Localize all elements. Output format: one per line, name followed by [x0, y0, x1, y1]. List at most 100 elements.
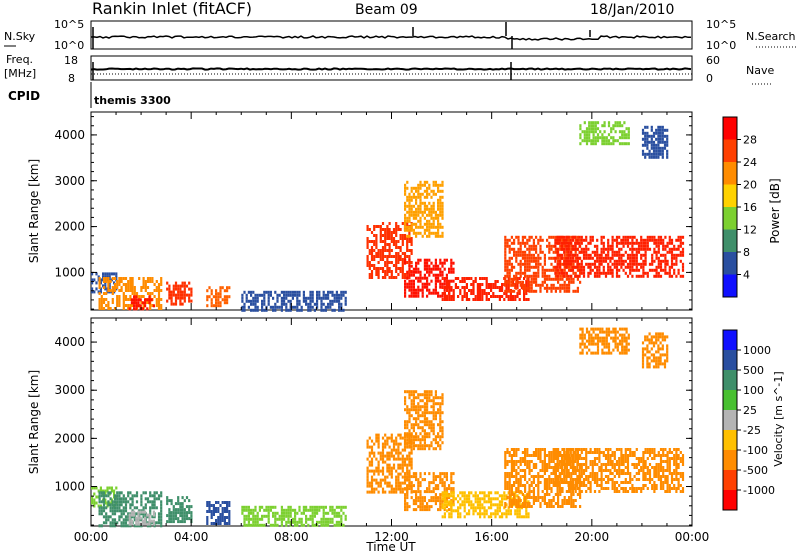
time-axis: Time UT 00:00 04:00 08:00 12:00 16:00 20:00 00… — [74, 112, 710, 554]
nave-label: Nave — [746, 64, 774, 77]
xtick-label: 12:00 — [374, 530, 409, 544]
colorbar-tick-label: -25 — [743, 424, 761, 437]
power-panel-echo-region — [166, 281, 193, 306]
freq-trace — [90, 67, 692, 71]
beam-label: Beam 09 — [355, 2, 418, 18]
power-panel-echo-region — [366, 222, 413, 279]
velocity-panel-echo-region — [128, 510, 155, 526]
power-panel-echo-region — [404, 180, 444, 238]
power-panel-echo-region — [128, 295, 155, 311]
velocity-panel-echo-region — [241, 505, 347, 527]
colorbar-tick-label: 12 — [743, 224, 757, 237]
ytick-label: 3000 — [54, 383, 85, 397]
velocity-panel-echo-region — [366, 433, 413, 494]
station-title: Rankin Inlet (fitACF) — [92, 0, 252, 18]
velocity-echoes — [91, 327, 685, 528]
colorbar-swatch — [723, 370, 737, 390]
colorbar-tick-label: 1000 — [743, 344, 771, 357]
colorbar-swatch — [723, 390, 737, 410]
xtick-label: 00:00 — [675, 530, 710, 544]
freq-unit: [MHz] — [4, 67, 36, 80]
power-colorbar-label: Power [dB] — [768, 178, 782, 243]
velocity-yticks: 1000 2000 3000 4000 — [54, 322, 692, 526]
velocity-panel-echo-region — [641, 332, 669, 369]
ytick-label: 3000 — [54, 174, 85, 188]
colorbar-swatch — [723, 184, 737, 207]
freq-panel: Freq. [MHz] 18 8 60 0 Nave — [4, 53, 774, 85]
freq-tick-top: 18 — [64, 54, 78, 67]
cpid-label: CPID — [8, 89, 40, 103]
freq-tick-bottom: 8 — [68, 72, 75, 85]
ytick-label: 1000 — [54, 480, 85, 494]
freq-frame — [90, 55, 693, 81]
colorbar-tick-label: 4 — [743, 269, 750, 282]
nave-tick-bottom: 0 — [706, 72, 713, 85]
colorbar-tick-label: -500 — [743, 464, 768, 477]
colorbar-tick-label: 500 — [743, 364, 764, 377]
velocity-panel-echo-region — [98, 491, 163, 528]
colorbar-swatch — [723, 450, 737, 470]
velocity-ylabel: Slant Range [km] — [27, 370, 41, 474]
colorbar-tick-label: 8 — [743, 246, 750, 259]
ytick-label: 2000 — [54, 220, 85, 234]
xtick-label: 08:00 — [274, 530, 309, 544]
nsearch-tick-top: 10^5 — [706, 18, 736, 31]
power-yticks: 1000 2000 3000 4000 — [54, 116, 692, 310]
power-panel-echo-region — [579, 121, 630, 146]
xtick-label: 00:00 — [74, 530, 109, 544]
xtick-label: 04:00 — [174, 530, 209, 544]
colorbar-tick-label: -100 — [743, 444, 768, 457]
colorbar-tick-label: 20 — [743, 179, 757, 192]
colorbar-swatch — [723, 430, 737, 450]
time-axis-label: Time UT — [365, 540, 416, 554]
colorbar-swatch — [723, 274, 737, 297]
colorbar-swatch — [723, 162, 737, 185]
colorbar-swatch — [723, 470, 737, 490]
velocity-panel-echo-region — [579, 327, 630, 355]
colorbar-swatch — [723, 330, 737, 350]
power-panel-echo-region — [554, 235, 685, 278]
xtick-label: 20:00 — [575, 530, 610, 544]
velocity-panel-echo-region — [91, 486, 118, 508]
ytick-label: 4000 — [54, 335, 85, 349]
nsky-panel: N.Sky 10^5 10^0 10^5 10^0 N.Search — [4, 18, 796, 52]
ytick-label: 1000 — [54, 265, 85, 279]
velocity-colorbar-label: Velocity [m s^-1] — [772, 371, 785, 466]
ytick-label: 4000 — [54, 128, 85, 142]
colorbar-tick-label: 24 — [743, 156, 757, 169]
nsky-label: N.Sky — [4, 30, 36, 43]
power-panel-echo-region — [206, 286, 231, 308]
colorbar-tick-label: 100 — [743, 384, 764, 397]
date-label: 18/Jan/2010 — [590, 2, 674, 18]
freq-label: Freq. — [6, 53, 33, 66]
velocity-panel-echo-region — [554, 448, 685, 493]
xtick-label: 16:00 — [474, 530, 509, 544]
cpid-row: CPID themis 3300 — [8, 82, 171, 108]
nsky-trace — [90, 35, 692, 41]
nsky-frame — [90, 20, 693, 50]
colorbar-swatch — [723, 229, 737, 252]
nsearch-tick-bottom: 10^0 — [706, 39, 736, 52]
colorbar-swatch — [723, 410, 737, 430]
velocity-panel-echo-region — [166, 496, 193, 524]
colorbar-tick-label: 28 — [743, 134, 757, 147]
colorbar-swatch — [723, 490, 737, 510]
colorbar-swatch — [723, 117, 737, 140]
ytick-label: 2000 — [54, 431, 85, 445]
colorbar-tick-label: 16 — [743, 201, 757, 214]
velocity-panel-echo-region — [404, 390, 444, 451]
colorbar-swatch — [723, 207, 737, 230]
colorbar-swatch — [723, 252, 737, 275]
power-colorbar: Power [dB] 28 24 20 16 12 8 4 — [722, 116, 782, 298]
power-ylabel: Slant Range [km] — [27, 159, 41, 263]
colorbar-swatch — [723, 139, 737, 162]
power-panel-echo-region — [241, 290, 347, 312]
power-panel-echo-region — [641, 125, 669, 159]
power-panel-echo-region — [98, 277, 163, 310]
colorbar-frame — [722, 329, 738, 511]
colorbar-tick-label: -1000 — [743, 484, 775, 497]
colorbar-swatch — [723, 350, 737, 370]
nave-tick-top: 60 — [706, 54, 720, 67]
power-echoes — [91, 121, 685, 312]
